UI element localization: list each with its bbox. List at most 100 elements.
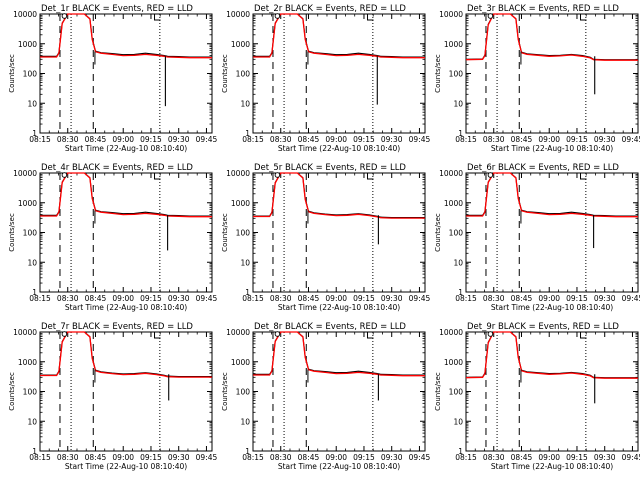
x-tick-label: 09:15	[140, 453, 162, 462]
y-tick-label: 1000	[444, 358, 463, 367]
plot-frame	[39, 172, 213, 293]
y-tick-label: 10000	[13, 328, 37, 337]
series-line-lld	[466, 172, 638, 218]
plot-frame	[252, 172, 426, 293]
x-tick-label: 09:00	[538, 453, 560, 462]
x-tick-label: 09:00	[325, 135, 347, 144]
chart-panel-4: Det_4r BLACK = Events, RED = LLD 1 10 100 10…	[8, 163, 217, 312]
chart-panel-9: Det_9r BLACK = Events, RED = LLD 1 10 100 10…	[434, 322, 640, 471]
x-tick-label: 09:45	[622, 453, 640, 462]
plot-frame	[465, 172, 639, 293]
x-tick-label: 09:45	[409, 294, 431, 303]
y-tick-label: 1	[32, 447, 37, 456]
y-tick-label: 10000	[226, 169, 250, 178]
x-axis-title: Start Time (22-Aug-10 08:10:40)	[65, 144, 187, 153]
x-tick-label: 09:30	[381, 135, 403, 144]
bracket-marker	[580, 14, 587, 21]
chart-panel-7: Det_7r BLACK = Events, RED = LLD 1 10 100 10…	[8, 322, 217, 471]
x-tick-label: 09:00	[112, 453, 134, 462]
x-tick-label: 08:45	[298, 294, 320, 303]
x-tick-label: 09:15	[353, 135, 375, 144]
series-line-lld	[253, 331, 425, 377]
chart-title: Det_2r BLACK = Events, RED = LLD	[254, 4, 406, 14]
y-axis-title: Counts/sec	[434, 54, 442, 93]
x-axis-title: Start Time (22-Aug-10 08:10:40)	[65, 303, 187, 312]
series-line-lld	[253, 13, 425, 59]
series-line-lld	[253, 172, 425, 219]
y-tick-label: 100	[236, 70, 251, 79]
y-tick-label: 10	[27, 99, 37, 108]
y-axis-title: Counts/sec	[434, 213, 442, 252]
event-marker-circle	[274, 13, 281, 19]
y-tick-label: 1	[32, 288, 37, 297]
plot-frame	[39, 331, 213, 452]
chart-title: Det_4r BLACK = Events, RED = LLD	[41, 163, 193, 173]
bracket-marker	[154, 173, 161, 180]
bracket-marker	[367, 14, 374, 21]
y-tick-label: 10000	[439, 10, 463, 19]
y-tick-label: 10000	[226, 328, 250, 337]
plot-frame	[39, 13, 213, 134]
x-tick-label: 08:30	[270, 294, 292, 303]
y-tick-label: 10	[27, 258, 37, 267]
x-tick-label: 08:30	[270, 453, 292, 462]
x-tick-label: 09:00	[538, 294, 560, 303]
chart-title: Det_3r BLACK = Events, RED = LLD	[467, 4, 619, 14]
event-marker-circle	[487, 331, 494, 337]
event-marker-circle	[487, 172, 494, 178]
y-tick-label: 100	[23, 388, 38, 397]
x-tick-label: 08:45	[298, 135, 320, 144]
series-line-events	[465, 13, 638, 61]
y-tick-label: 1	[458, 129, 463, 138]
y-tick-label: 100	[236, 388, 251, 397]
x-tick-label: 09:15	[140, 294, 162, 303]
y-tick-label: 1000	[18, 40, 37, 49]
bracket-marker	[154, 332, 161, 339]
x-tick-label: 09:15	[353, 453, 375, 462]
y-tick-label: 100	[236, 229, 251, 238]
y-tick-label: 100	[449, 229, 464, 238]
plot-frame	[465, 13, 639, 134]
chart-panel-3: Det_3r BLACK = Events, RED = LLD 1 10 100 10…	[434, 4, 640, 153]
chart-title: Det_5r BLACK = Events, RED = LLD	[254, 163, 406, 173]
event-marker-circle	[487, 13, 494, 19]
y-tick-label: 10000	[13, 10, 37, 19]
x-tick-label: 09:45	[409, 453, 431, 462]
y-tick-label: 100	[449, 70, 464, 79]
y-tick-label: 1000	[231, 358, 250, 367]
y-tick-label: 10000	[439, 328, 463, 337]
y-tick-label: 1000	[444, 199, 463, 208]
y-tick-label: 10	[240, 258, 250, 267]
x-tick-label: 09:15	[140, 135, 162, 144]
y-tick-label: 10	[27, 417, 37, 426]
y-tick-label: 1	[245, 129, 250, 138]
chart-title: Det_8r BLACK = Events, RED = LLD	[254, 322, 406, 332]
x-tick-label: 08:15	[29, 135, 51, 144]
x-tick-label: 08:15	[29, 453, 51, 462]
x-tick-label: 09:30	[594, 453, 616, 462]
x-tick-label: 08:45	[298, 453, 320, 462]
x-tick-label: 08:45	[511, 453, 533, 462]
bracket-marker	[367, 332, 374, 339]
chart-title: Det_7r BLACK = Events, RED = LLD	[41, 322, 193, 332]
x-tick-label: 08:30	[483, 135, 505, 144]
x-tick-label: 09:30	[381, 453, 403, 462]
x-tick-label: 08:45	[85, 453, 107, 462]
x-tick-label: 08:30	[57, 294, 79, 303]
x-tick-label: 09:30	[594, 135, 616, 144]
x-axis-title: Start Time (22-Aug-10 08:10:40)	[491, 144, 613, 153]
x-axis-title: Start Time (22-Aug-10 08:10:40)	[278, 303, 400, 312]
series-line-events	[253, 13, 425, 58]
x-tick-label: 09:45	[409, 135, 431, 144]
x-tick-label: 09:45	[196, 135, 218, 144]
bracket-marker	[580, 332, 587, 339]
event-marker-circle	[61, 172, 68, 178]
plot-frame	[465, 331, 639, 452]
x-tick-label: 08:45	[511, 294, 533, 303]
y-tick-label: 10000	[226, 10, 250, 19]
plot-frame	[252, 331, 426, 452]
chart-title: Det_9r BLACK = Events, RED = LLD	[467, 322, 619, 332]
chart-title: Det_6r BLACK = Events, RED = LLD	[467, 163, 619, 173]
series-line-events	[40, 13, 212, 58]
